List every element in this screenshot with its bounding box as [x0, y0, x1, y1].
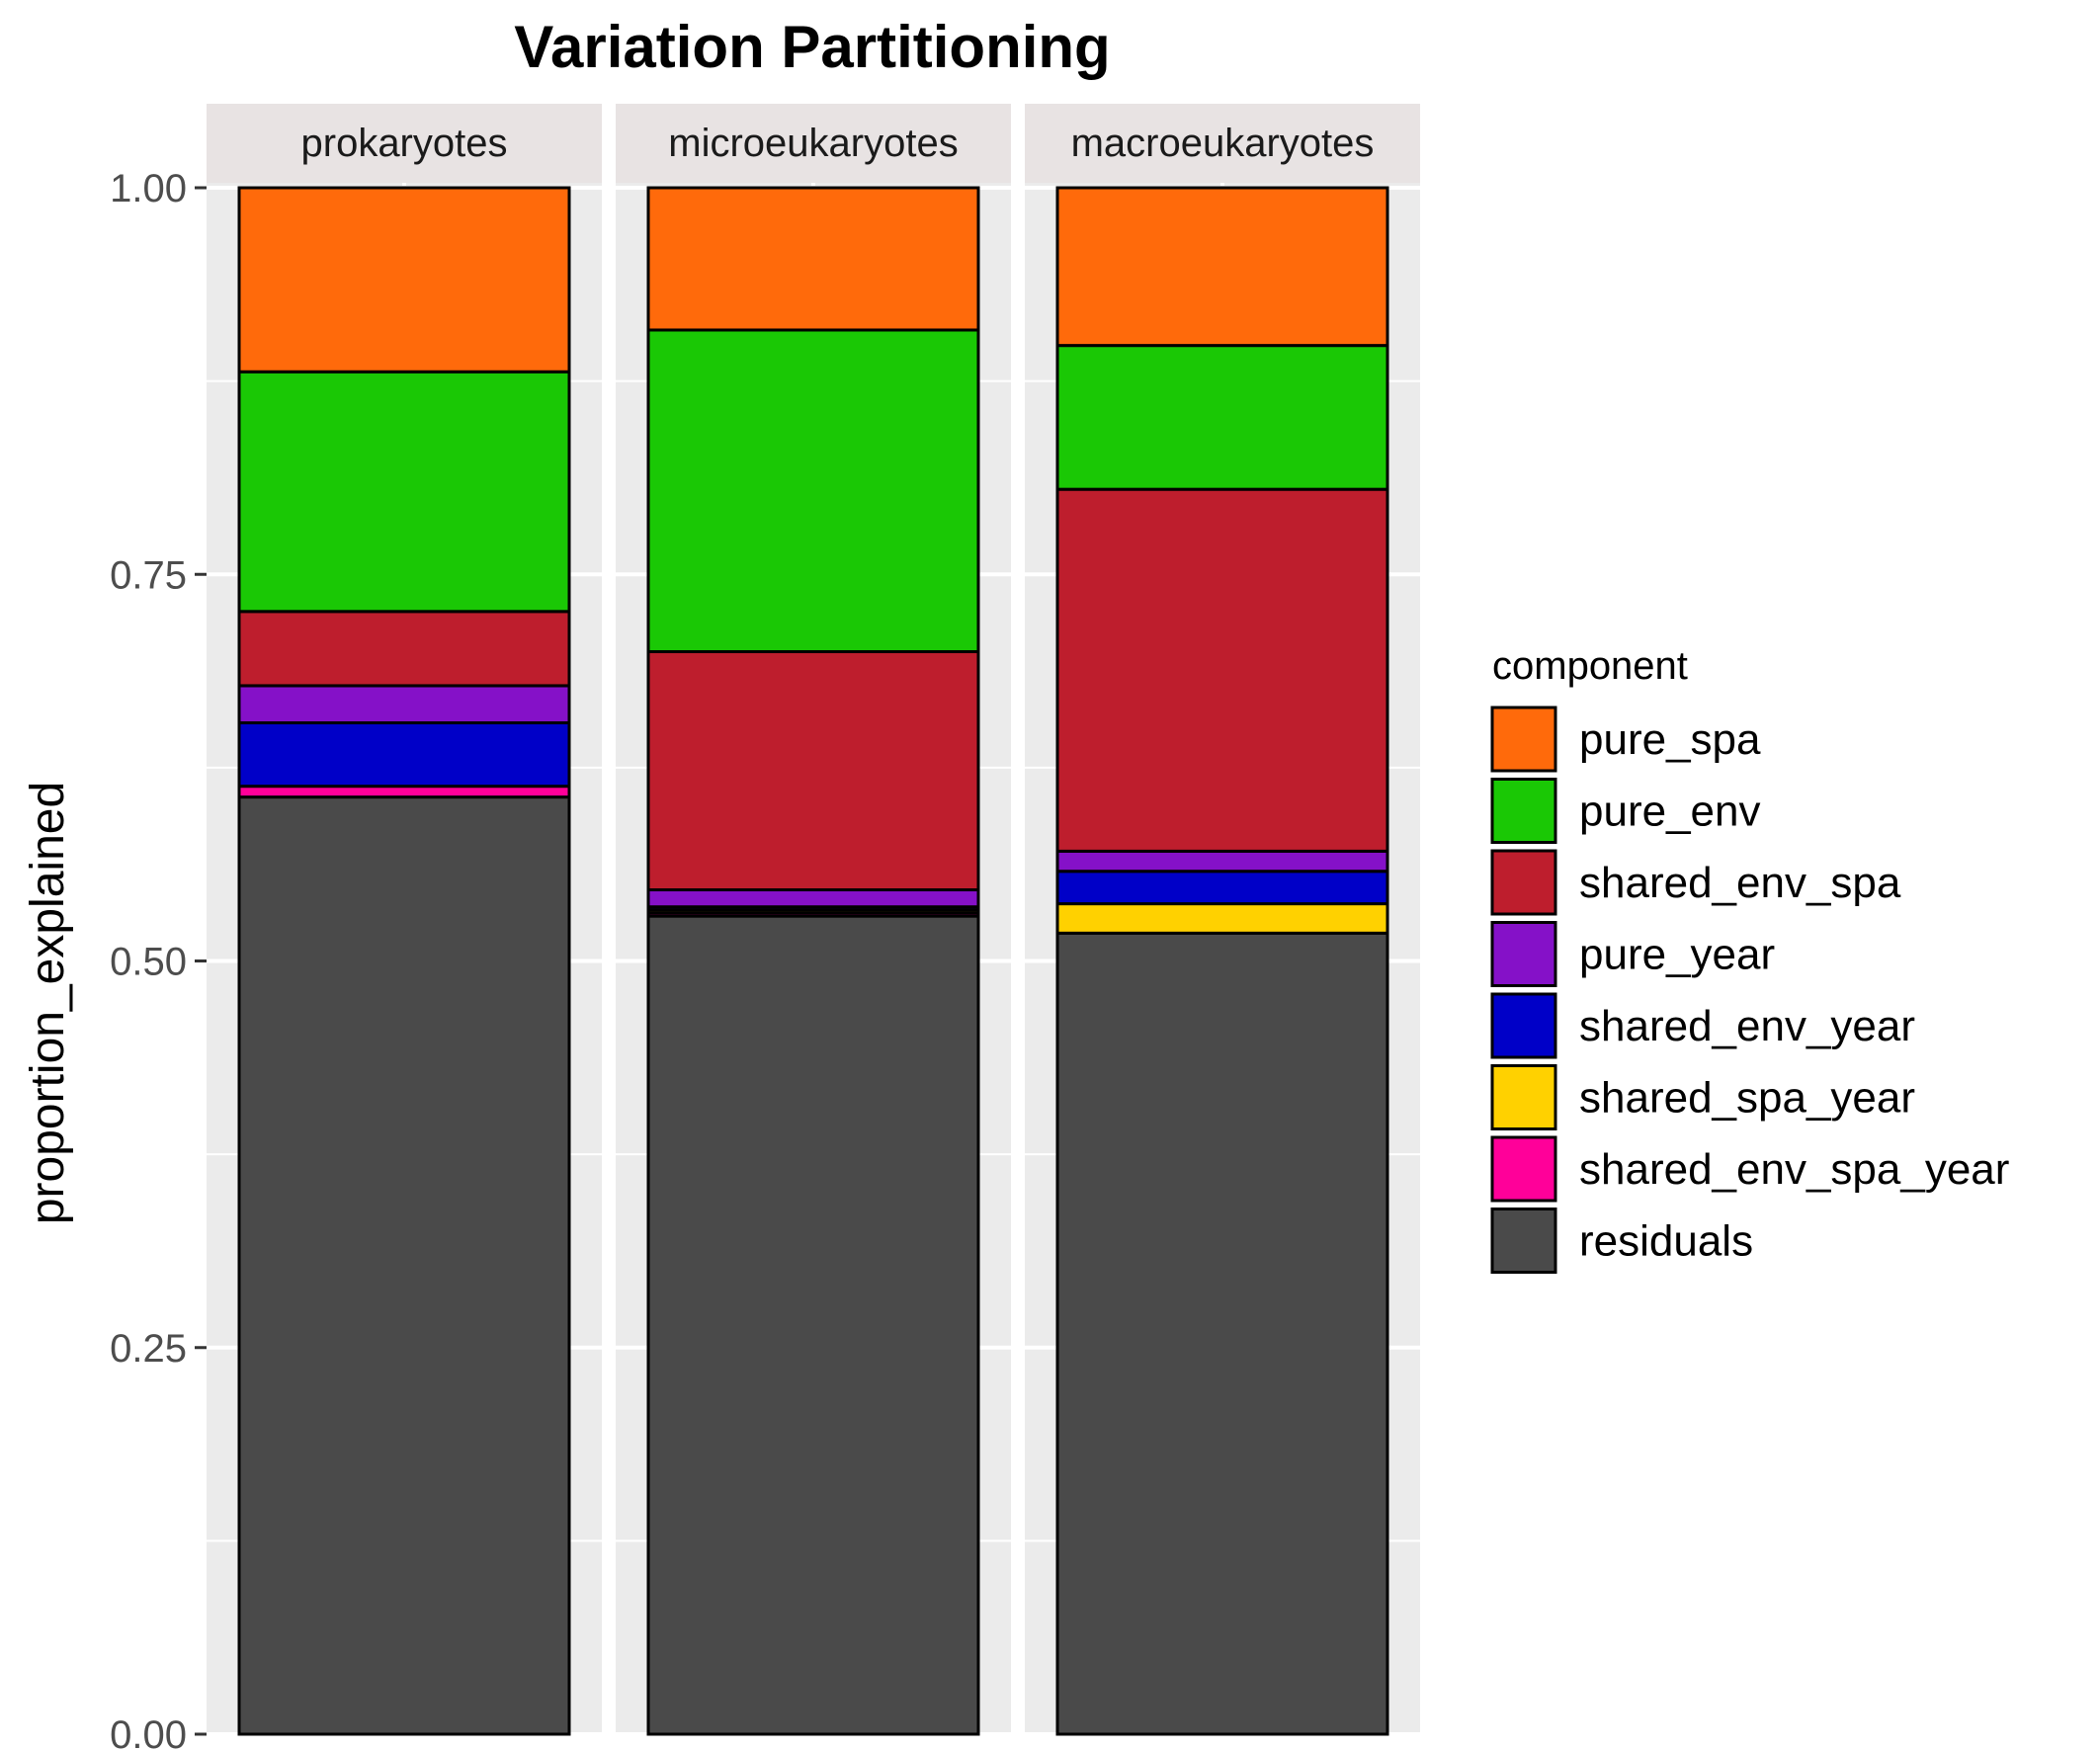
bar-segment-macroeukaryotes-shared_spa_year — [1055, 902, 1389, 935]
bar-segment-microeukaryotes-pure_year — [646, 888, 980, 909]
legend: pure_spa pure_env shared_env_spa pure_years… — [1490, 706, 2009, 1274]
chart-title: Variation Partitioning — [514, 14, 1110, 80]
legend-label: shared_env_year — [1579, 1002, 1915, 1050]
legend-item-shared_env_spa_year: shared_env_spa_year — [1490, 1135, 2009, 1203]
bar-segment-prokaryotes-shared_env_year — [237, 720, 571, 789]
y-tick-label: 0.50 — [110, 941, 187, 984]
bar-segment-macroeukaryotes-pure_spa — [1055, 186, 1389, 348]
legend-item-shared_env_spa: shared_env_spa — [1490, 849, 1901, 916]
bar-segment-microeukaryotes-residuals — [646, 914, 980, 1736]
bar-segment-microeukaryotes-shared_env_spa — [646, 650, 980, 892]
facet-panels: prokaryotes microeukaryotes macroeukaryote… — [207, 104, 1420, 1736]
strip-label-prokaryotes: prokaryotes — [301, 122, 508, 165]
y-axis: 0.00 0.25 0.50 0.75 1.00 — [110, 167, 207, 1750]
legend-key — [1490, 706, 1557, 773]
legend-title: component — [1492, 644, 1688, 688]
legend-item-shared_spa_year: shared_spa_year — [1490, 1064, 1915, 1130]
y-tick-label: 0.75 — [110, 553, 187, 597]
legend-label: shared_env_spa_year — [1579, 1145, 2009, 1194]
bar-segment-prokaryotes-shared_env_spa — [237, 610, 571, 688]
legend-label: shared_env_spa — [1579, 859, 1901, 907]
legend-label: residuals — [1579, 1217, 1753, 1266]
bar-segment-microeukaryotes-pure_env — [646, 328, 980, 653]
strip-background — [1025, 104, 1420, 183]
legend-item-pure_year: pure_year — [1490, 921, 1775, 987]
legend-key — [1490, 849, 1557, 916]
bar-segment-macroeukaryotes-pure_year — [1055, 849, 1389, 874]
strip-background — [616, 104, 1011, 183]
strip-label-microeukaryotes: microeukaryotes — [668, 122, 958, 165]
bar-segment-macroeukaryotes-shared_env_year — [1055, 870, 1389, 906]
legend-label: pure_spa — [1579, 715, 1761, 764]
facet-macroeukaryotes: macroeukaryotes — [1025, 104, 1420, 1736]
bar-segment-microeukaryotes-pure_spa — [646, 186, 980, 332]
legend-key — [1490, 1135, 1557, 1203]
strip-background — [207, 104, 602, 183]
y-tick-label: 1.00 — [110, 167, 187, 210]
bar-segment-prokaryotes-pure_year — [237, 684, 571, 724]
legend-key — [1490, 992, 1557, 1059]
bar-segment-prokaryotes-pure_env — [237, 370, 571, 614]
bar-segment-prokaryotes-residuals — [237, 795, 571, 1736]
legend-item-pure_env: pure_env — [1490, 778, 1760, 844]
legend-key — [1490, 778, 1557, 844]
legend-key — [1490, 921, 1557, 987]
y-axis-label: proportion_explained — [22, 782, 74, 1224]
legend-key — [1490, 1208, 1557, 1274]
legend-label: shared_spa_year — [1579, 1074, 1915, 1123]
legend-item-residuals: residuals — [1490, 1208, 1753, 1274]
bar-segment-macroeukaryotes-shared_env_spa — [1055, 487, 1389, 853]
y-tick-label: 0.25 — [110, 1327, 187, 1371]
legend-label: pure_env — [1579, 788, 1760, 836]
facet-prokaryotes: prokaryotes — [207, 104, 602, 1736]
facet-microeukaryotes: microeukaryotes — [616, 104, 1011, 1736]
legend-item-shared_env_year: shared_env_year — [1490, 992, 1915, 1059]
bar-segment-prokaryotes-pure_spa — [237, 186, 571, 374]
bar-segment-macroeukaryotes-pure_env — [1055, 344, 1389, 491]
bar-segment-prokaryotes-shared_env_spa_year — [237, 785, 571, 799]
y-tick-label: 0.00 — [110, 1713, 187, 1750]
strip-label-macroeukaryotes: macroeukaryotes — [1071, 122, 1375, 165]
legend-label: pure_year — [1579, 931, 1775, 979]
legend-item-pure_spa: pure_spa — [1490, 706, 1761, 773]
bar-segment-macroeukaryotes-residuals — [1055, 931, 1389, 1736]
legend-key — [1490, 1064, 1557, 1130]
